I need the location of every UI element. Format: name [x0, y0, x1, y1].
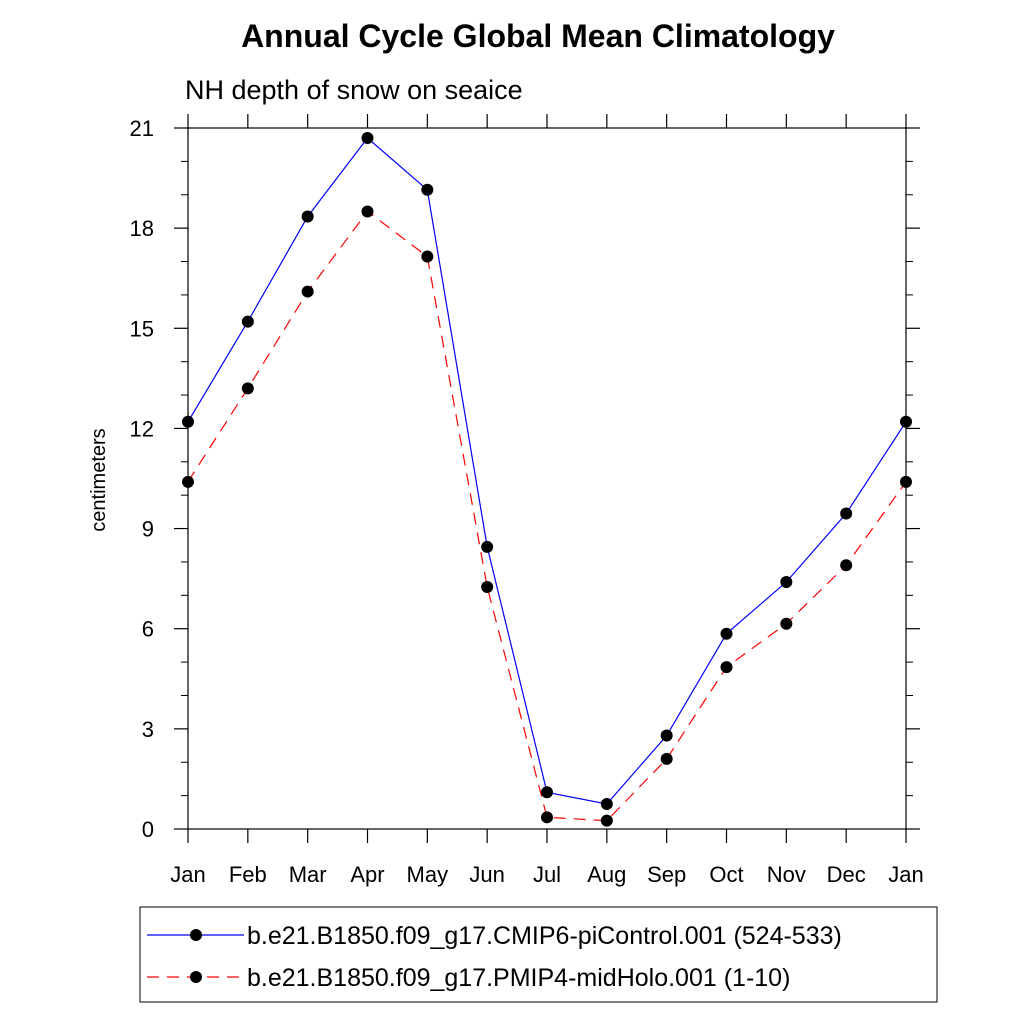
series-0-point	[541, 786, 553, 799]
series-1-point	[780, 617, 793, 630]
y-tick-labels: 0 3 6 9 12 15 18 21	[130, 116, 154, 842]
legend-box	[139, 906, 938, 1003]
series-0-point	[421, 183, 434, 196]
x-tick-label: Jan	[888, 862, 923, 887]
y-tick-label: 3	[142, 717, 154, 742]
x-tick-label: Jan	[170, 862, 205, 887]
x-tick-label: Nov	[767, 862, 806, 887]
series-0-point	[361, 132, 374, 145]
series-1-point	[421, 250, 434, 263]
x-tick-label: Apr	[350, 862, 384, 887]
series-line-1	[187, 210, 907, 822]
series-1-point	[720, 661, 733, 674]
chart-title: Annual Cycle Global Mean Climatology	[241, 18, 835, 54]
x-tick-label: Jun	[469, 862, 504, 887]
x-tick-label: Sep	[647, 862, 686, 887]
legend-marker-series-0	[190, 929, 202, 941]
y-tick-label: 6	[142, 617, 154, 642]
series-0-point	[241, 315, 254, 328]
series-0-point	[481, 540, 494, 553]
series-1-point	[182, 475, 194, 488]
y-tick-label: 0	[142, 817, 154, 842]
series-1-point	[840, 559, 853, 572]
y-tick-label: 9	[142, 517, 154, 542]
series-0-point	[780, 575, 793, 588]
legend-label-series-0: b.e21.B1850.f09_g17.CMIP6-piControl.001 …	[247, 922, 842, 950]
plot-frame	[187, 127, 907, 830]
x-tick-label: Mar	[289, 862, 327, 887]
series-1-point	[541, 811, 553, 824]
series-1-point	[660, 752, 673, 765]
series-1-point	[481, 580, 494, 593]
x-tick-labels: Jan Feb Mar Apr May Jun Jul Aug Sep Oct Nov Dec Jan	[170, 862, 923, 887]
series-0-point	[660, 729, 673, 742]
series-1-point	[600, 814, 613, 827]
x-tick-label: Jul	[533, 862, 561, 887]
y-axis-label: centimeters	[88, 428, 110, 531]
legend: b.e21.B1850.f09_g17.CMIP6-piControl.001 …	[139, 906, 938, 1003]
series-0-point	[900, 415, 912, 428]
series-0-point	[840, 507, 853, 520]
series-markers	[182, 132, 912, 827]
series-0-point	[600, 797, 613, 810]
series-0-point	[720, 627, 733, 640]
series-lines	[187, 137, 907, 822]
series-0-point	[301, 210, 314, 223]
legend-marker-series-1	[190, 971, 202, 983]
series-1-point	[301, 285, 314, 298]
legend-label-series-1: b.e21.B1850.f09_g17.PMIP4-midHolo.001 (1…	[247, 964, 790, 992]
y-tick-label: 21	[130, 116, 154, 141]
x-tick-label: Aug	[587, 862, 626, 887]
y-tick-label: 15	[130, 316, 154, 341]
series-1-point	[241, 382, 254, 395]
series-line-0	[187, 137, 907, 805]
y-tick-label: 18	[130, 216, 154, 241]
series-0-point	[182, 415, 194, 428]
x-tick-label: Dec	[827, 862, 866, 887]
axis-ticks	[174, 114, 920, 843]
series-1-point	[900, 475, 912, 488]
x-tick-label: Feb	[229, 862, 267, 887]
chart-subtitle: NH depth of snow on seaice	[185, 75, 523, 105]
x-tick-label: Oct	[709, 862, 743, 887]
y-tick-label: 12	[130, 416, 154, 441]
series-1-point	[361, 205, 374, 218]
x-tick-label: May	[407, 862, 449, 887]
